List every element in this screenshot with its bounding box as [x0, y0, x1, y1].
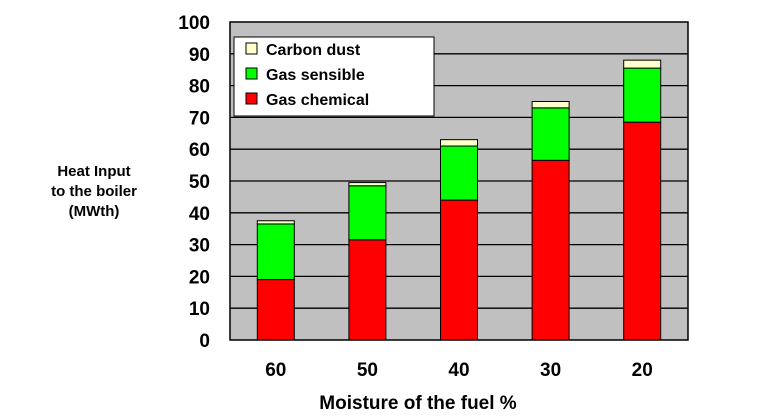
y-axis-label-line: Heat Input [57, 163, 131, 180]
bar-segment [440, 145, 478, 201]
y-tick-label: 50 [189, 172, 210, 193]
y-axis-label-line: to the boiler [51, 183, 137, 200]
bar-segment [256, 220, 295, 225]
bar-segment [256, 279, 295, 341]
bars [256, 59, 662, 341]
legend-swatch [245, 67, 258, 80]
y-tick-label: 0 [199, 331, 210, 352]
x-tick-label: 30 [540, 360, 561, 381]
bar-segment [348, 185, 387, 241]
y-tick-label: 20 [189, 267, 210, 288]
y-tick-label: 60 [189, 140, 210, 161]
y-tick-label: 30 [189, 236, 210, 257]
bar-segment [440, 199, 478, 341]
legend-swatch [245, 42, 258, 55]
bar-segment [531, 101, 570, 109]
bar-segment [256, 223, 295, 281]
y-axis-label: Heat Input to the boiler (MWth) [32, 162, 156, 222]
bar-segment [623, 121, 662, 341]
bar-segment [531, 107, 570, 161]
legend-label: Gas sensible [266, 67, 365, 84]
y-tick-label: 90 [189, 45, 210, 66]
bar-segment [531, 159, 570, 341]
bar-segment [348, 182, 387, 187]
y-tick-label: 80 [189, 77, 210, 98]
bar-segment [440, 139, 478, 147]
y-tick-label: 40 [189, 204, 210, 225]
legend: Carbon dust Gas sensible Gas chemical [233, 36, 435, 117]
x-axis-label: Moisture of the fuel % [319, 393, 517, 414]
bar-segment [623, 59, 662, 69]
bar-segment [348, 239, 387, 341]
y-tick-labels: 0 10 20 30 40 50 60 70 80 90 100 [178, 13, 210, 352]
legend-label: Gas chemical [266, 92, 369, 109]
y-axis-label-line: (MWth) [68, 203, 120, 220]
x-tick-label: 40 [448, 360, 469, 381]
bar-segment [623, 67, 662, 123]
y-tick-label: 70 [189, 108, 210, 129]
legend-swatch [245, 92, 258, 105]
x-tick-label: 50 [357, 360, 378, 381]
legend-box [233, 36, 435, 117]
y-tick-label: 100 [178, 13, 210, 34]
x-tick-labels: 60 50 40 30 20 [265, 360, 653, 381]
x-tick-label: 20 [632, 360, 653, 381]
x-tick-label: 60 [265, 360, 286, 381]
legend-label: Carbon dust [266, 42, 361, 59]
y-tick-label: 10 [189, 299, 210, 320]
